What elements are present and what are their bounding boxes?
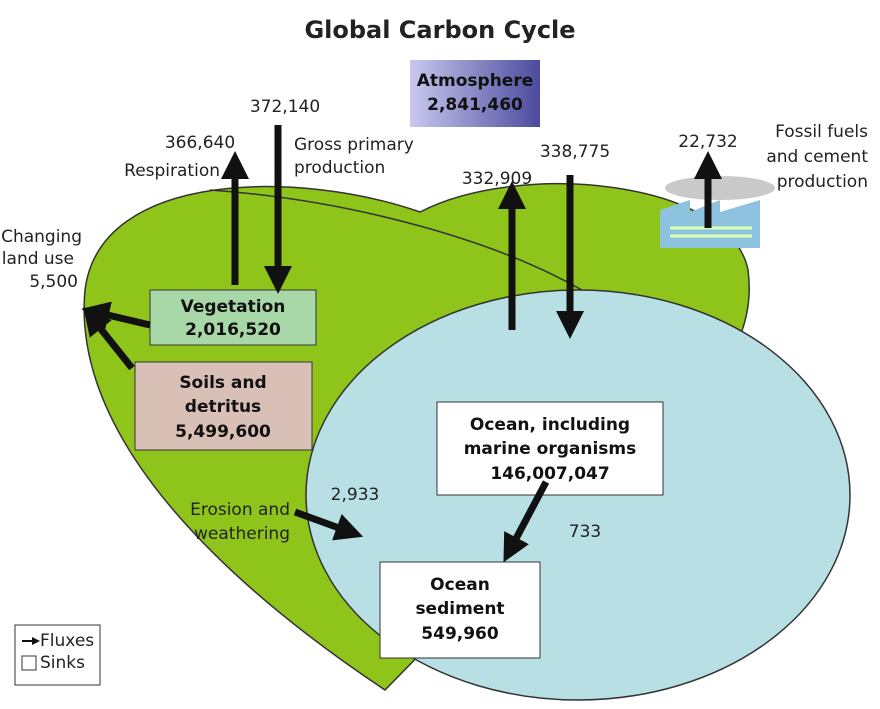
flux-label: and cement	[766, 147, 868, 167]
sink-label: detritus	[185, 397, 261, 417]
flux-value: 733	[569, 522, 601, 542]
sink-box	[436, 401, 664, 496]
flux-arrows	[81, 125, 722, 563]
sink-value: 2,016,520	[185, 320, 281, 340]
factory-icon	[660, 176, 775, 248]
sink-label: Ocean, including	[470, 415, 630, 435]
sink-value: 549,960	[421, 624, 499, 644]
sink-label: Vegetation	[181, 297, 286, 317]
sink-value: 2,841,460	[427, 95, 523, 115]
sink-value: 146,007,047	[490, 464, 609, 484]
flux-label: Respiration	[124, 161, 220, 181]
flux-value: 5,500	[29, 272, 78, 292]
sink-label: Atmosphere	[417, 71, 534, 91]
sink-label: marine organisms	[464, 439, 637, 459]
legend	[14, 624, 101, 686]
flux-label: Gross primary	[294, 135, 414, 155]
flux-label: Changing	[1, 227, 82, 247]
legend-label: Fluxes	[40, 631, 94, 651]
flux-label: weathering	[194, 524, 290, 544]
sink-value: 5,499,600	[175, 422, 271, 442]
flux-value: 338,775	[540, 142, 610, 162]
flux-label: Fossil fuels	[775, 122, 868, 142]
flux-label: production	[294, 158, 385, 178]
flux-value: 2,933	[331, 485, 380, 505]
sink-box	[149, 289, 317, 346]
sink-label: sediment	[415, 599, 504, 619]
sink-label: Ocean	[430, 575, 490, 595]
sink-box	[134, 361, 313, 451]
flux-value: 332,909	[462, 169, 532, 189]
legend-label: Sinks	[40, 653, 85, 673]
sink-box	[410, 60, 540, 127]
flux-label: production	[777, 172, 868, 192]
flux-value: 366,640	[165, 133, 235, 153]
title: Global Carbon Cycle	[304, 16, 575, 44]
flux-value: 22,732	[678, 132, 737, 152]
flux-label: Erosion and	[190, 500, 290, 520]
sink-box	[379, 561, 541, 659]
flux-label: land use	[2, 249, 74, 269]
land-fold	[209, 189, 593, 297]
flux-value: 372,140	[250, 97, 320, 117]
sink-label: Soils and	[179, 373, 266, 393]
